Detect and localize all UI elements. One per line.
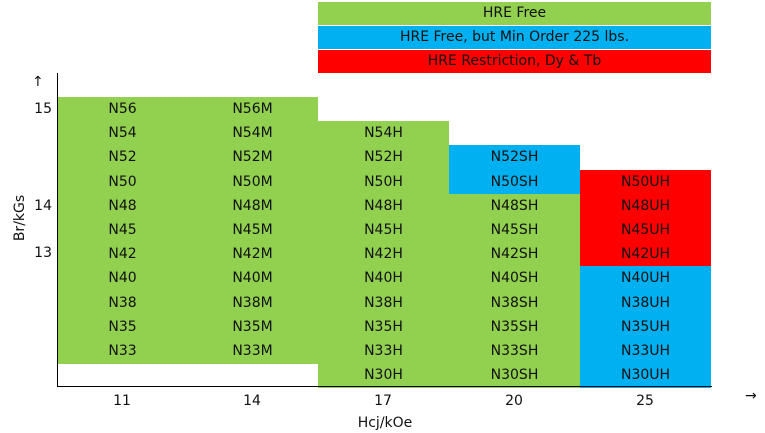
grade-cell: N56 (57, 97, 188, 122)
grade-cell: N48H (318, 193, 449, 219)
grade-cell: N45SH (449, 218, 580, 243)
grade-cell: N42SH (449, 242, 580, 267)
grade-cell: N45 (57, 218, 188, 243)
grade-cell: N50M (187, 169, 318, 195)
grade-cell: N40M (187, 266, 318, 292)
grade-cell: N33M (187, 339, 318, 364)
grade-cell: N30H (318, 363, 449, 388)
y-axis-arrow-icon: ↑ (32, 74, 44, 90)
grade-cell: N45H (318, 218, 449, 243)
grade-cell: N52 (57, 145, 188, 171)
grade-cell: N30UH (580, 363, 711, 388)
grade-cell: N35M (187, 314, 318, 340)
y-axis-line (57, 73, 58, 387)
grade-cell: N40H (318, 266, 449, 292)
x-tick-14: 14 (243, 393, 261, 409)
grade-cell: N54 (57, 121, 188, 146)
grade-cell: N42UH (580, 242, 711, 267)
grade-cell: N38UH (580, 290, 711, 316)
legend-hre-free-min-order: HRE Free, but Min Order 225 lbs. (318, 26, 711, 49)
grade-cell: N52SH (449, 145, 580, 171)
grade-cell: N50 (57, 169, 188, 195)
grade-cell: N33SH (449, 339, 580, 364)
grade-cell: N42H (318, 242, 449, 267)
y-tick-14: 14 (34, 198, 52, 214)
grade-cell: N35H (318, 314, 449, 340)
grade-cell: N52M (187, 145, 318, 171)
grade-cell: N35SH (449, 314, 580, 340)
grade-cell: N54M (187, 121, 318, 146)
grade-cell: N50SH (449, 169, 580, 195)
grade-cell: N42 (57, 242, 188, 267)
x-tick-25: 25 (636, 393, 654, 409)
grade-cell: N42M (187, 242, 318, 267)
grade-cell: N45M (187, 218, 318, 243)
x-tick-20: 20 (505, 393, 523, 409)
y-tick-13: 13 (34, 245, 52, 261)
legend-hre-restriction: HRE Restriction, Dy & Tb (318, 50, 711, 73)
legend-hre-free: HRE Free (318, 2, 711, 25)
grade-cell: N38H (318, 290, 449, 316)
x-tick-17: 17 (374, 393, 392, 409)
grade-cell: N38M (187, 290, 318, 316)
grade-cell: N40 (57, 266, 188, 292)
grade-cell: N45UH (580, 218, 711, 243)
grade-cell: N33H (318, 339, 449, 364)
x-axis-arrow-icon: → (745, 388, 757, 404)
x-axis-label: Hcj/kOe (357, 415, 413, 431)
grade-cell: N50H (318, 169, 449, 195)
grade-cell: N52H (318, 145, 449, 171)
grade-cell: N48M (187, 193, 318, 219)
grade-cell: N48 (57, 193, 188, 219)
grade-cell: N35 (57, 314, 188, 340)
grade-cell: N40UH (580, 266, 711, 292)
x-axis-line (57, 386, 712, 387)
x-tick-11: 11 (113, 393, 131, 409)
grade-cell: N50UH (580, 169, 711, 195)
y-tick-15: 15 (34, 101, 52, 117)
grade-cell: N54H (318, 121, 449, 146)
grade-cell: N38SH (449, 290, 580, 316)
grade-cell: N48SH (449, 193, 580, 219)
grade-cell: N30SH (449, 363, 580, 388)
grade-cell: N33 (57, 339, 188, 364)
grade-cell: N40SH (449, 266, 580, 292)
grade-cell: N33UH (580, 339, 711, 364)
grade-cell: N48UH (580, 193, 711, 219)
y-axis-label: Br/kGs (12, 194, 28, 242)
grade-cell: N56M (187, 97, 318, 122)
grade-cell: N35UH (580, 314, 711, 340)
grade-cell: N38 (57, 290, 188, 316)
